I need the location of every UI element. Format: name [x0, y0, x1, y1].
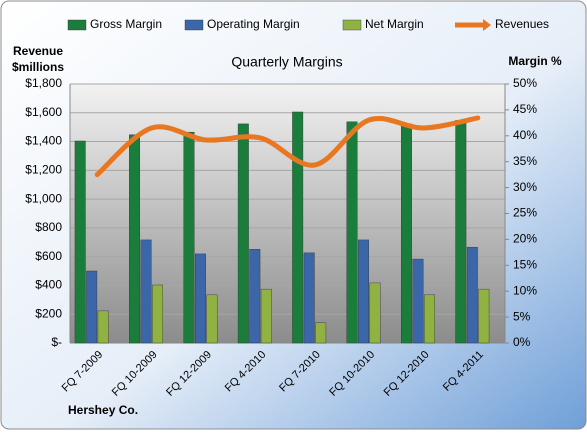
y2-tick-label: 35%	[513, 154, 537, 168]
bar	[423, 294, 435, 344]
bar	[260, 288, 272, 344]
bar	[206, 294, 218, 344]
legend-label: Net Margin	[365, 17, 424, 31]
bar	[249, 249, 261, 344]
y-axis-title: $millions	[12, 60, 64, 74]
bar	[74, 140, 86, 344]
chart-title: Quarterly Margins	[231, 54, 342, 70]
bar	[292, 111, 304, 344]
y-axis-title: Revenue	[13, 44, 63, 58]
bar	[237, 123, 249, 344]
y2-tick-label: 30%	[513, 180, 537, 194]
bar	[194, 253, 206, 344]
y2-tick-label: 10%	[513, 283, 537, 297]
y2-tick-label: 40%	[513, 128, 537, 142]
bar	[346, 121, 358, 344]
y2-tick-label: 5%	[513, 309, 531, 323]
y-tick-label: $1,800	[25, 76, 62, 90]
y2-tick-label: 20%	[513, 232, 537, 246]
bar	[369, 282, 381, 344]
bar	[412, 258, 424, 344]
bar	[466, 246, 478, 344]
bar	[86, 270, 98, 344]
y-tick-label: $400	[35, 278, 62, 292]
y-tick-label: $800	[35, 220, 62, 234]
bar	[315, 322, 327, 344]
y-tick-label: $1,200	[25, 163, 62, 177]
y2-tick-label: 15%	[513, 257, 537, 271]
y-tick-label: $1,600	[25, 105, 62, 119]
legend-label: Gross Margin	[90, 17, 162, 31]
y2-tick-label: 0%	[513, 335, 531, 349]
bar	[140, 239, 152, 344]
legend-swatch	[483, 19, 491, 31]
bar	[400, 123, 412, 344]
y-tick-label: $600	[35, 249, 62, 263]
legend-swatch	[184, 19, 204, 31]
legend-label: Operating Margin	[207, 17, 300, 31]
y-tick-label: $-	[51, 335, 62, 349]
bar	[152, 284, 164, 344]
bar	[478, 288, 490, 344]
legend-swatch	[67, 19, 87, 31]
y2-tick-label: 50%	[513, 76, 537, 90]
legend-swatch	[342, 19, 362, 31]
bar	[129, 134, 141, 344]
bar	[97, 310, 109, 344]
y-tick-label: $200	[35, 306, 62, 320]
y-tick-label: $1,000	[25, 191, 62, 205]
line	[94, 115, 481, 178]
legend-label: Revenues	[495, 17, 549, 31]
y2-tick-label: 25%	[513, 206, 537, 220]
bar	[303, 252, 315, 344]
bar	[183, 131, 195, 344]
y-tick-label: $1,400	[25, 134, 62, 148]
y2-tick-label: 45%	[513, 102, 537, 116]
source: Hershey Co.	[68, 403, 138, 417]
bar	[455, 120, 467, 344]
bar	[358, 239, 370, 344]
y2-axis-title: Margin %	[508, 54, 562, 68]
